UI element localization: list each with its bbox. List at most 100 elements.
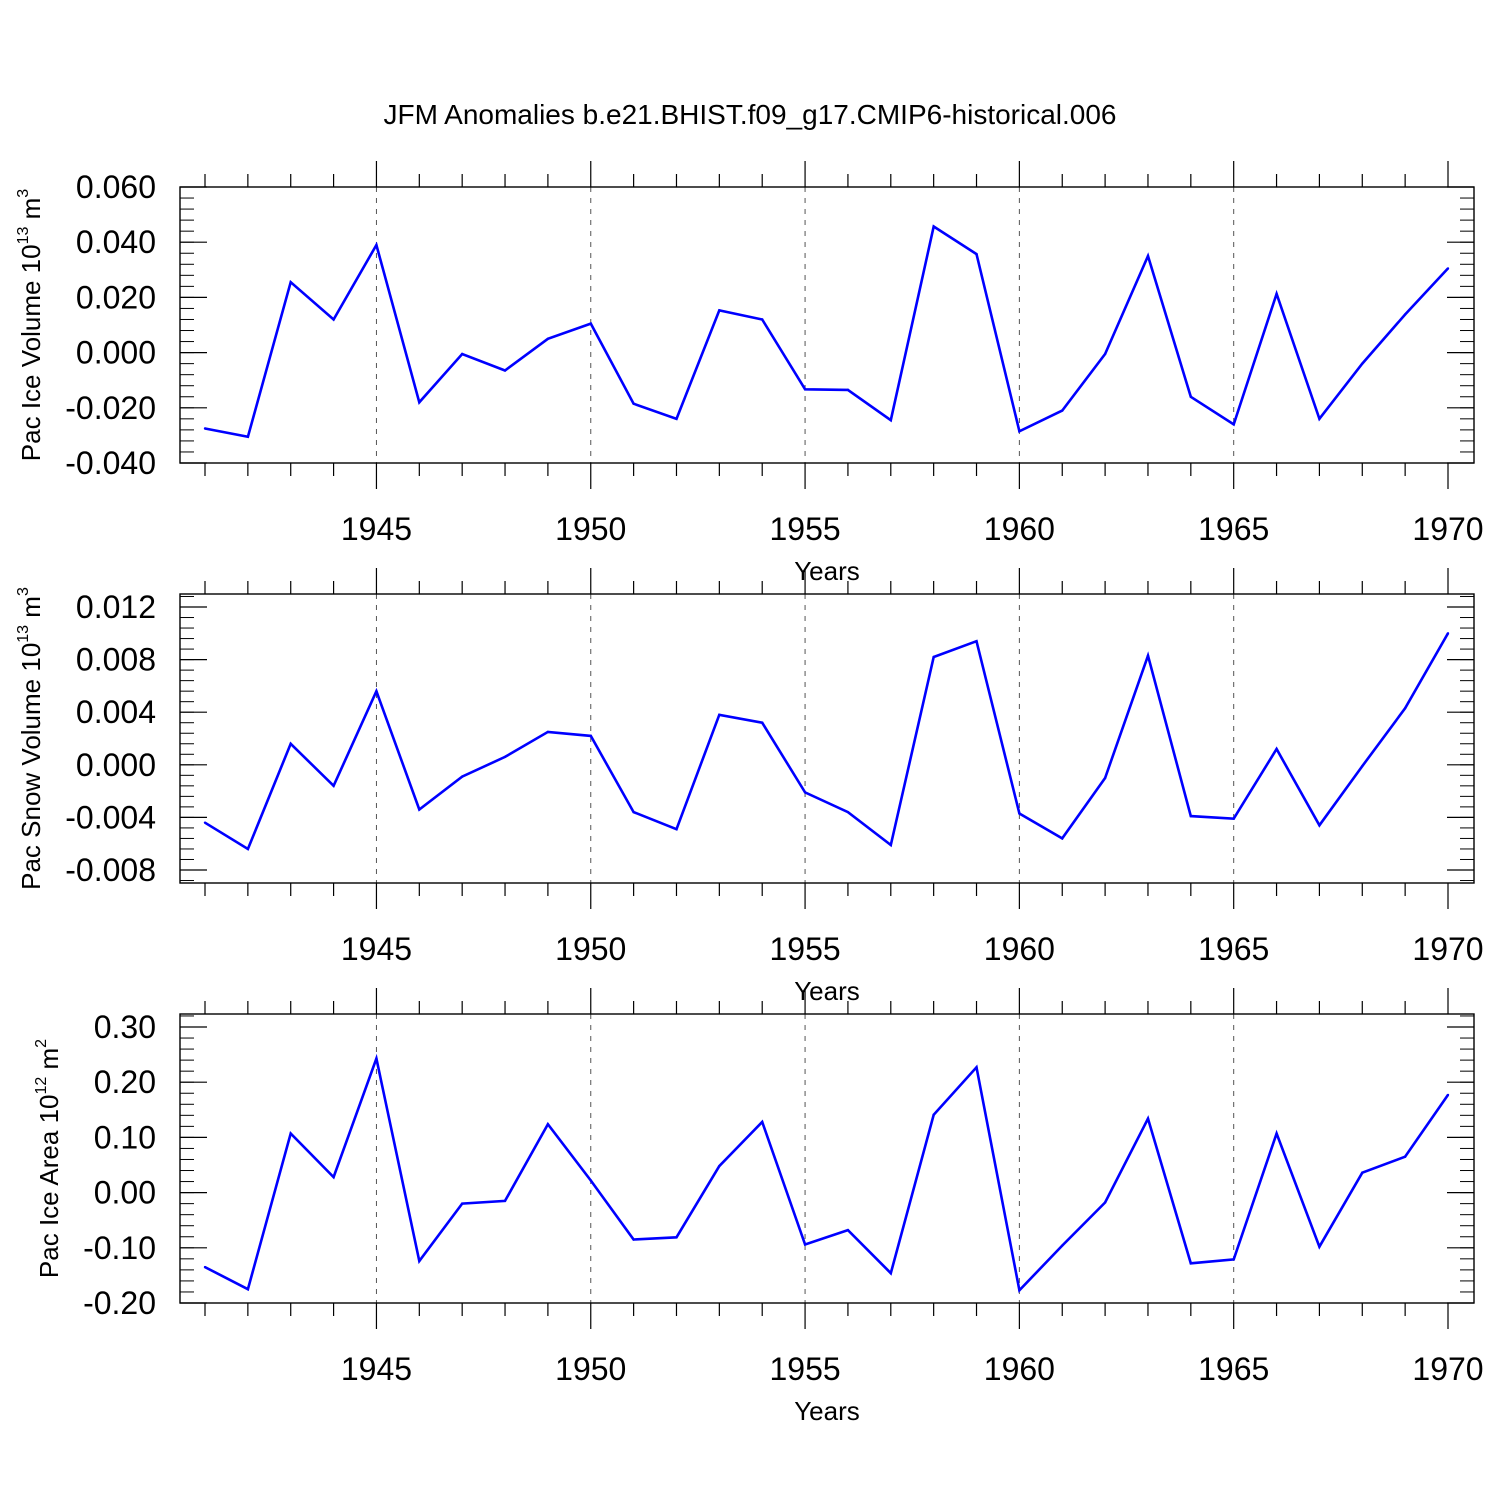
data-point-1965: [1232, 817, 1235, 820]
data-point-1951: [632, 402, 635, 405]
data-point-1945: [375, 1057, 378, 1060]
data-point-1960: [1018, 1289, 1021, 1292]
y-tick-label: 0.30: [94, 1009, 156, 1045]
x-tick-label: 1965: [1198, 931, 1269, 967]
x-tick-label: 1945: [341, 931, 412, 967]
data-point-1969: [1403, 1155, 1407, 1158]
data-point-1970: [1446, 1093, 1450, 1097]
y-tick-label: -0.20: [83, 1285, 156, 1321]
data-point-1943: [289, 1132, 292, 1135]
data-point-1956: [846, 1228, 850, 1232]
data-point-1965: [1232, 423, 1235, 426]
y-tick-label: 0.000: [76, 335, 156, 371]
data-point-1965: [1232, 1258, 1235, 1261]
data-point-1959: [975, 1066, 978, 1069]
data-point-1949: [546, 730, 550, 734]
data-point-1967: [1318, 417, 1321, 421]
data-point-1956: [846, 388, 850, 392]
data-point-1953: [718, 309, 721, 312]
data-point-1944: [332, 318, 335, 321]
data-point-1969: [1403, 313, 1407, 316]
data-point-1952: [675, 417, 678, 421]
data-point-1941: [203, 1265, 207, 1269]
x-axis-label: Years: [794, 1396, 860, 1426]
data-point-1942: [246, 435, 250, 438]
plot-frame: [179, 186, 1475, 464]
data-point-1941: [203, 427, 207, 430]
data-point-1946: [418, 401, 421, 404]
x-tick-label: 1950: [555, 1351, 626, 1387]
x-tick-label: 1965: [1198, 1351, 1269, 1387]
data-point-1967: [1318, 824, 1321, 827]
data-point-1957: [889, 419, 892, 422]
data-point-1949: [546, 1122, 550, 1126]
data-point-1961: [1061, 1244, 1064, 1247]
data-point-1959: [975, 252, 978, 256]
chart-title: JFM Anomalies b.e21.BHIST.f09_g17.CMIP6-…: [383, 99, 1116, 130]
data-point-1950: [589, 322, 592, 325]
y-tick-label: 0.040: [76, 224, 156, 260]
data-point-1970: [1446, 267, 1450, 270]
y-tick-label: 0.10: [94, 1119, 156, 1155]
x-tick-label: 1960: [984, 931, 1055, 967]
data-point-1970: [1446, 632, 1450, 635]
x-axis-label: Years: [794, 556, 860, 586]
x-tick-label: 1955: [769, 511, 840, 547]
data-point-1953: [718, 713, 721, 717]
data-point-1942: [246, 1288, 250, 1291]
data-point-1969: [1403, 707, 1407, 710]
y-tick-label: 0.004: [76, 694, 156, 730]
series-line: [204, 632, 1450, 851]
data-point-1952: [675, 828, 678, 831]
data-point-1968: [1361, 362, 1364, 365]
x-tick-label: 1970: [1412, 931, 1483, 967]
x-tick-label: 1955: [769, 931, 840, 967]
data-point-1957: [889, 1271, 892, 1275]
data-point-1967: [1318, 1245, 1321, 1248]
y-tick-label: 0.020: [76, 279, 156, 315]
y-tick-label: -0.008: [65, 852, 156, 888]
y-axis-label: Pac Ice Volume 1013 m3: [15, 189, 46, 462]
plot-frame: [179, 593, 1475, 884]
data-point-1953: [718, 1164, 721, 1168]
x-tick-label: 1950: [555, 931, 626, 967]
data-point-1952: [675, 1236, 678, 1239]
y-tick-label: 0.00: [94, 1175, 156, 1211]
x-tick-label: 1970: [1412, 511, 1483, 547]
y-axis-label: Pac Ice Area 1012 m2: [33, 1039, 64, 1278]
data-point-1958: [932, 1113, 935, 1116]
data-point-1947: [460, 1202, 464, 1205]
data-point-1963: [1146, 654, 1150, 657]
data-point-1943: [289, 742, 292, 745]
data-point-1960: [1018, 812, 1021, 815]
data-point-1948: [503, 369, 507, 372]
x-tick-label: 1960: [984, 1351, 1055, 1387]
data-point-1968: [1361, 1171, 1364, 1174]
data-point-1961: [1061, 409, 1064, 412]
y-tick-label: -0.040: [65, 445, 156, 481]
data-point-1951: [632, 1238, 635, 1241]
data-point-1960: [1018, 430, 1021, 433]
x-tick-label: 1970: [1412, 1351, 1483, 1387]
y-tick-label: 0.000: [76, 747, 156, 783]
data-point-1948: [503, 1199, 507, 1203]
panel-ice-volume: -0.040 -0.020 0.000 0.020 0.040 0.060 1945 1950…: [15, 161, 1484, 586]
y-tick-label: 0.20: [94, 1064, 156, 1100]
data-point-1962: [1103, 1201, 1107, 1204]
y-tick-label: -0.10: [83, 1230, 156, 1266]
data-point-1954: [761, 721, 764, 724]
y-tick-label: -0.004: [65, 799, 156, 835]
y-tick-label: 0.008: [76, 642, 156, 678]
data-point-1963: [1146, 254, 1150, 258]
y-tick-label: 0.060: [76, 169, 156, 205]
x-axis-label: Years: [794, 976, 860, 1006]
series-line: [204, 1053, 1450, 1294]
data-point-1964: [1189, 395, 1193, 398]
data-point-1941: [203, 821, 207, 824]
data-point-1945: [375, 243, 378, 247]
data-point-1963: [1146, 1117, 1150, 1120]
data-point-1964: [1189, 814, 1193, 818]
y-tick-label: -0.020: [65, 390, 156, 426]
panel-ice-area: -0.20 -0.10 0.00 0.10 0.20 0.30 1945 1950 1955 19…: [33, 988, 1484, 1426]
